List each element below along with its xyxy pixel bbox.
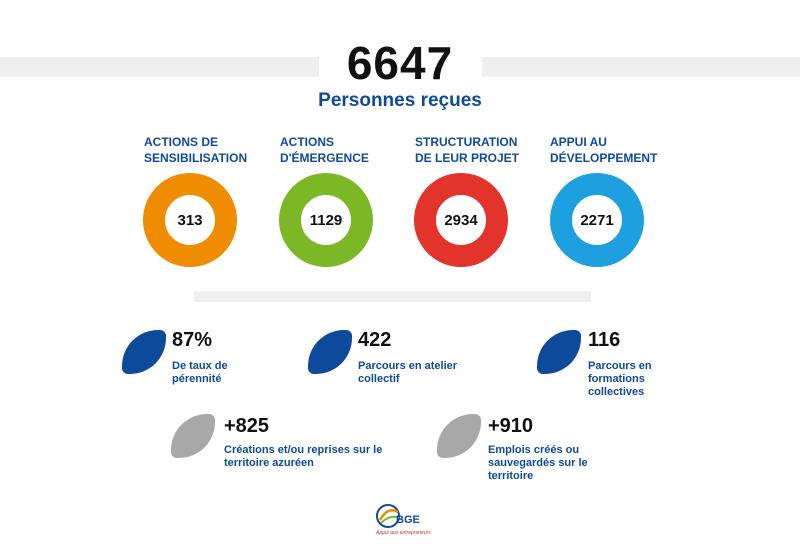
stat-label-perennite: De taux de pérennité	[172, 360, 228, 385]
stat-value-atelier: 422	[358, 329, 392, 351]
category-label-structuration: STRUCTURATION DE LEUR PROJET	[415, 135, 520, 165]
stat-value-perennite: 87%	[172, 329, 213, 351]
stat-label-emplois: Emplois créés ou sauvegardés sur le territ…	[488, 444, 588, 482]
leaf-icon	[308, 330, 352, 374]
top-band-right	[482, 57, 800, 77]
leaf-icon	[171, 414, 215, 458]
leaf-icon	[537, 330, 581, 374]
donut-ring-developpement	[550, 173, 644, 267]
stat-label-formations: Parcours en formations collectives	[588, 360, 652, 398]
stat-label-atelier: Parcours en atelier collectif	[358, 360, 458, 385]
donut-ring-sensibilisation	[143, 173, 237, 267]
donut-value-developpement: 2271	[580, 211, 614, 229]
logo-tagline: Appui aux entrepreneurs	[376, 530, 431, 536]
stat-value-formations: 116	[588, 329, 621, 351]
bge-logo-icon	[376, 504, 400, 528]
stat-label-creations: Créations et/ou reprises sur le territoir…	[224, 444, 383, 469]
stat-value-creations: +825	[224, 415, 270, 437]
logo-name: BGE	[396, 514, 420, 526]
donut-value-structuration: 2934	[444, 211, 478, 229]
category-label-sensibilisation: ACTIONS DE SENSIBILISATION	[144, 135, 248, 165]
category-label-emergence: ACTIONS D'ÉMERGENCE	[280, 135, 369, 165]
donut-value-emergence: 1129	[309, 211, 343, 229]
total-count: 6647	[346, 37, 454, 89]
leaf-icon	[437, 414, 481, 458]
separator-band	[194, 291, 591, 302]
top-band-left	[0, 57, 319, 77]
category-label-developpement: APPUI AU DÉVELOPPEMENT	[550, 135, 658, 165]
subtitle: Personnes reçues	[318, 90, 482, 111]
stat-value-emplois: +910	[488, 415, 534, 437]
leaf-icon	[122, 330, 166, 374]
donut-value-sensibilisation: 313	[177, 211, 203, 229]
